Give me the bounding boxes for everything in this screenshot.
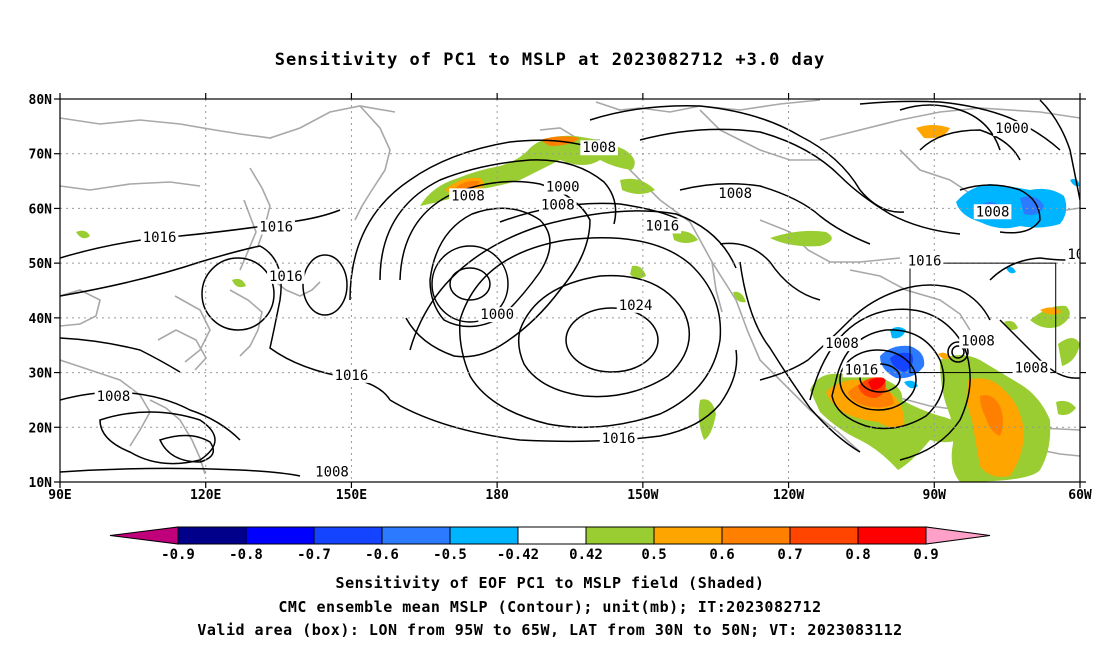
svg-text:1016: 1016 (143, 230, 177, 246)
colorbar-segment (721, 526, 791, 545)
contour-label: 1008 (959, 333, 997, 349)
svg-text:1016: 1016 (335, 368, 369, 384)
map-plot-area: 1016 1016 1016 1016 1008 1008 1008 1000 1000 1008… (60, 99, 1092, 482)
svg-text:1016: 1016 (269, 269, 303, 285)
contour-label: 1008 (449, 188, 487, 204)
contour-label: 1008 (716, 186, 754, 202)
lat-tick-label: 40N (29, 312, 53, 327)
svg-text:1016: 1016 (908, 254, 942, 270)
colorbar-label: 0.5 (641, 547, 666, 563)
colorbar-label: -0.42 (497, 547, 539, 563)
contour-label: 1008 (823, 336, 861, 352)
contour-label: 1016 (842, 362, 881, 378)
svg-text:101: 101 (1067, 247, 1092, 263)
colorbar-label: 0.6 (709, 547, 734, 563)
valid-area-box (909, 262, 1057, 374)
chart-title: Sensitivity of PC1 to MSLP at 2023082712… (274, 50, 826, 70)
colorbar-label: 0.42 (569, 547, 603, 563)
lon-tick-label: 150W (627, 488, 658, 503)
contour-label: 1008 (580, 140, 618, 156)
colorbar: -0.9 -0.8 -0.7 -0.6 -0.5 -0.42 0.42 0.5 0.6 0.7 0.… (109, 526, 991, 563)
svg-text:1008: 1008 (718, 186, 752, 202)
svg-text:1016: 1016 (645, 218, 679, 234)
colorbar-segment (245, 526, 315, 545)
svg-text:1008: 1008 (315, 465, 349, 481)
colorbar-label: -0.8 (229, 547, 263, 563)
svg-text:1008: 1008 (97, 389, 131, 405)
contour-label: 1016 (599, 430, 638, 447)
lon-tick-label: 120W (773, 488, 804, 503)
svg-text:1008: 1008 (961, 333, 995, 349)
colorbar-max-arrow (925, 526, 991, 545)
colorbar-segment (789, 526, 859, 545)
caption-line-3: Valid area (box): LON from 95W to 65W, L… (197, 621, 903, 639)
lon-tick-label: 60W (1068, 488, 1092, 503)
lat-tick-label: 70N (29, 148, 53, 163)
colorbar-segment (857, 526, 927, 545)
svg-text:1000: 1000 (480, 307, 514, 323)
contour-label: 1008 (539, 197, 577, 214)
contour-label: 1016 (905, 253, 944, 270)
lon-tick-label: 120E (190, 488, 221, 503)
colorbar-label: 0.8 (845, 547, 870, 563)
svg-text:1016: 1016 (602, 431, 636, 447)
colorbar-segment (449, 526, 519, 545)
contour-label: 1016 (643, 218, 682, 234)
colorbar-segment (585, 526, 655, 545)
svg-text:1000: 1000 (546, 180, 580, 196)
lat-tick-label: 60N (29, 202, 53, 217)
contour-label: 1008 (1012, 360, 1051, 377)
svg-text:1008: 1008 (1015, 361, 1049, 377)
colorbar-segment (177, 526, 247, 545)
svg-text:1000: 1000 (995, 121, 1029, 137)
lat-tick-label: 50N (29, 257, 53, 272)
svg-text:1008: 1008 (976, 204, 1010, 220)
svg-text:1016: 1016 (845, 362, 879, 378)
lon-tick-label: 90W (923, 488, 947, 503)
colorbar-min-arrow (109, 526, 179, 545)
contour-label: 1000 (993, 121, 1031, 137)
contour-label: 1016 (140, 229, 179, 246)
colorbar-label: -0.5 (433, 547, 467, 563)
colorbar-segment (313, 526, 383, 545)
contour-label: 1016 (267, 268, 305, 285)
contour-labels: 1016 1016 1016 1016 1008 1008 1008 1000 1000 1008… (94, 121, 1092, 481)
contour-label: 1024 (616, 297, 655, 314)
caption-line-1: Sensitivity of EOF PC1 to MSLP field (Sh… (335, 574, 765, 592)
map-frame (59, 98, 1081, 483)
colorbar-label: 0.7 (777, 547, 802, 563)
colorbar-segment (517, 526, 587, 545)
contour-label: 1000 (478, 307, 516, 323)
lat-tick-label: 30N (29, 367, 53, 382)
contour-label: 1016 (332, 367, 371, 384)
colorbar-segment (381, 526, 451, 545)
svg-text:1008: 1008 (451, 188, 485, 204)
contour-label: 1016 (257, 219, 295, 236)
colorbar-label: -0.7 (297, 547, 331, 563)
lon-tick-label: 150E (336, 488, 367, 503)
lat-tick-label: 10N (29, 476, 53, 491)
contour-label: 1008 (313, 464, 351, 481)
contour-label: 1008 (94, 389, 133, 405)
caption-line-2: CMC ensemble mean MSLP (Contour); unit(m… (278, 598, 822, 616)
lat-tick-label: 80N (29, 93, 53, 108)
svg-text:1024: 1024 (619, 298, 653, 314)
colorbar-label: 0.9 (913, 547, 938, 563)
colorbar-label: -0.6 (365, 547, 399, 563)
svg-text:1016: 1016 (259, 220, 293, 236)
colorbar-segment (653, 526, 723, 545)
colorbar-label: -0.9 (161, 547, 195, 563)
svg-text:1008: 1008 (582, 140, 616, 156)
contour-label: 1008 (973, 204, 1012, 220)
lon-tick-label: 90E (48, 488, 71, 503)
lat-tick-label: 20N (29, 421, 53, 436)
svg-text:1008: 1008 (825, 336, 859, 352)
contour-label: 1000 (543, 179, 582, 196)
svg-text:1008: 1008 (541, 198, 575, 214)
contour-label: 101 (1065, 247, 1092, 263)
lon-tick-label: 180 (485, 488, 509, 503)
